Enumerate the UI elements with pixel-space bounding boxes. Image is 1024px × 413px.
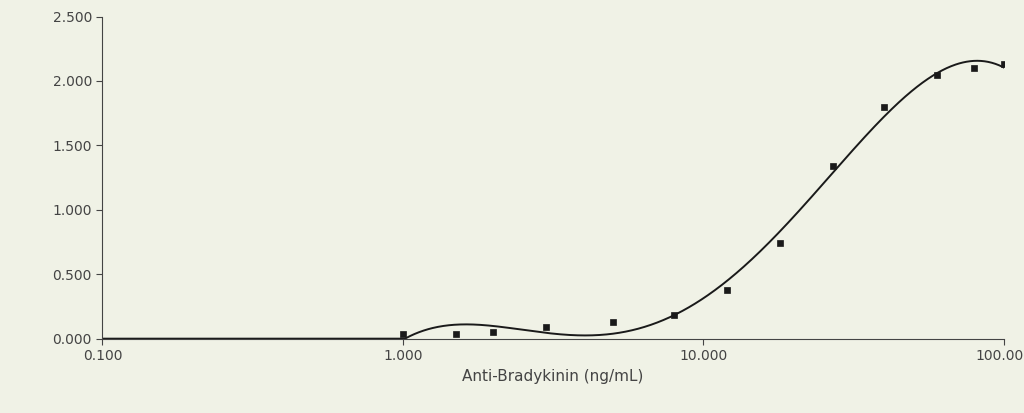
X-axis label: Anti-Bradykinin (ng/mL): Anti-Bradykinin (ng/mL) (462, 369, 644, 384)
